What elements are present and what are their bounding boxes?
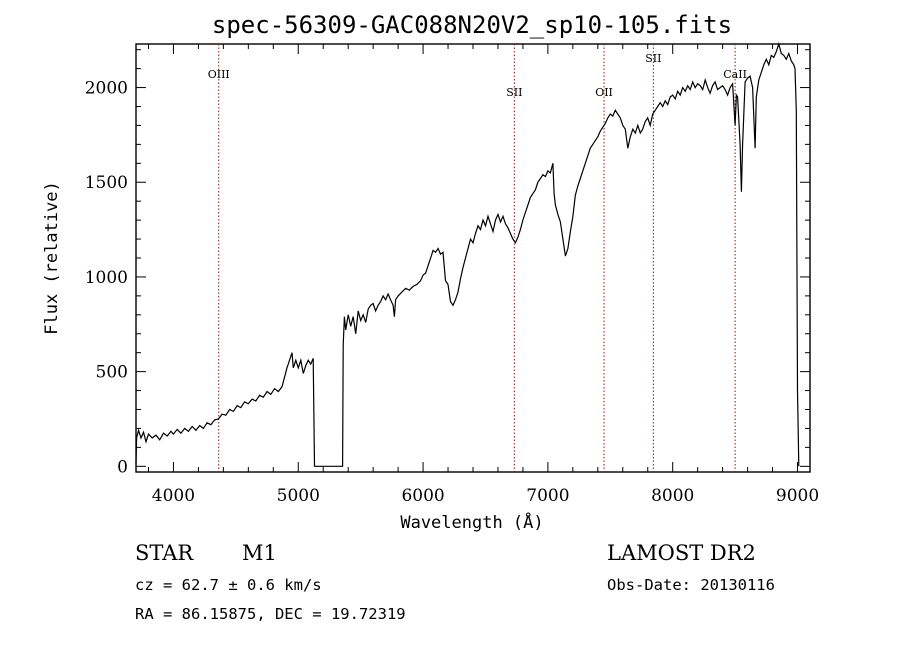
observation-date: Obs-Date: 20130116 <box>607 576 775 594</box>
info-panel: STAR M1 LAMOST DR2 cz = 62.7 ± 0.6 km/s … <box>135 541 775 623</box>
coordinates: RA = 86.15875, DEC = 19.72319 <box>135 605 406 623</box>
line-marker-label: SII <box>506 86 522 99</box>
x-tick-label: 9000 <box>776 486 819 506</box>
y-tick-label: 2000 <box>85 79 128 99</box>
plot-area: 4000 5000 6000 7000 8000 9000 0 500 1000 1500 200… <box>85 41 819 506</box>
spectrum-line <box>135 41 800 467</box>
y-axis-label: Flux (relative) <box>42 181 62 335</box>
plot-frame <box>135 43 811 473</box>
y-tick-label: 1000 <box>85 268 128 288</box>
y-tick-label: 500 <box>96 363 128 383</box>
object-class: STAR <box>135 541 194 565</box>
survey-name: LAMOST DR2 <box>607 541 756 565</box>
x-tick-label: 6000 <box>401 486 444 506</box>
x-axis-label: Wavelength (Å) <box>400 511 543 533</box>
chart-title: spec-56309-GAC088N20V2_sp10-105.fits <box>212 11 732 39</box>
x-tick-label: 5000 <box>277 486 320 506</box>
y-tick-label: 1500 <box>85 173 128 193</box>
redshift-readout: cz = 62.7 ± 0.6 km/s <box>135 576 322 594</box>
line-marker-label: OIII <box>208 68 230 81</box>
x-tick-label: 8000 <box>651 486 694 506</box>
line-marker-label: SII <box>645 52 661 65</box>
object-subclass: M1 <box>242 541 277 565</box>
y-tick-label: 0 <box>117 457 128 477</box>
x-axis-ticks: 4000 5000 6000 7000 8000 9000 <box>147 44 819 506</box>
emission-line-markers: OIII SII OII SII CaII <box>208 44 747 472</box>
x-tick-label: 7000 <box>526 486 569 506</box>
line-marker-label: OII <box>595 86 613 99</box>
y-axis-ticks: 0 500 1000 1500 2000 <box>85 49 810 477</box>
x-tick-label: 4000 <box>152 486 195 506</box>
line-marker-label: CaII <box>723 68 747 81</box>
